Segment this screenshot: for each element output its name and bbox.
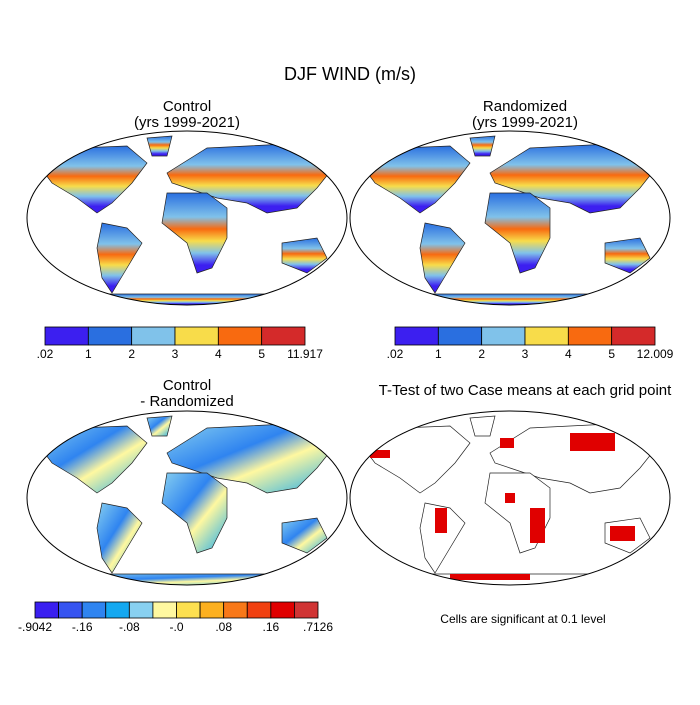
- panel-title: Randomized: [483, 98, 567, 115]
- colorbar-label: -.08: [119, 620, 140, 634]
- colorbar-swatch: [217, 326, 263, 346]
- colorbar-swatch: [105, 601, 130, 619]
- colorbar-swatch: [58, 601, 83, 619]
- map-frame: [349, 410, 671, 586]
- map-frame: [26, 130, 348, 306]
- colorbar-swatch: [44, 326, 89, 346]
- colorbar-label: 5: [258, 347, 265, 361]
- colorbar-label: 11.917: [287, 347, 323, 361]
- map-frame: [349, 130, 671, 306]
- colorbar-label: .7126: [303, 620, 333, 634]
- panel-title: T-Test of two Case means at each grid po…: [379, 382, 672, 399]
- panel-note: Cells are significant at 0.1 level: [440, 612, 605, 626]
- colorbar-label: 4: [565, 347, 572, 361]
- colorbar-swatch: [270, 601, 295, 619]
- colorbar-swatch: [524, 326, 569, 346]
- land: [36, 135, 338, 305]
- colorbar-swatch: [437, 326, 483, 346]
- panel-subtitle: - Randomized: [140, 393, 233, 410]
- colorbar-swatch: [87, 326, 133, 346]
- map-panel: [349, 410, 671, 586]
- panel-title: Control: [163, 377, 211, 394]
- colorbar-label: 2: [478, 347, 485, 361]
- colorbar-label: 3: [172, 347, 179, 361]
- colorbar-label: -.16: [72, 620, 93, 634]
- map-panel: [349, 130, 671, 306]
- colorbar-swatch: [246, 601, 272, 619]
- colorbar-label: .02: [37, 347, 54, 361]
- colorbar-label: -.9042: [18, 620, 52, 634]
- map-panel: [26, 130, 348, 306]
- colorbar-swatch: [128, 601, 154, 619]
- colorbar-swatch: [152, 601, 177, 619]
- colorbar-label: 12.009: [637, 347, 674, 361]
- colorbar-label: -.0: [169, 620, 183, 634]
- colorbar-swatch: [261, 326, 306, 346]
- colorbar-label: .02: [387, 347, 404, 361]
- colorbar-label: 1: [435, 347, 442, 361]
- colorbar-swatch: [34, 601, 59, 619]
- colorbar-label: 3: [522, 347, 529, 361]
- panel-subtitle: (yrs 1999-2021): [134, 114, 240, 131]
- colorbar-label: 2: [128, 347, 135, 361]
- colorbar-swatch: [567, 326, 613, 346]
- colorbar-label: 4: [215, 347, 222, 361]
- colorbar-label: .16: [262, 620, 279, 634]
- colorbar-swatch: [199, 601, 225, 619]
- colorbar-swatch: [131, 326, 176, 346]
- colorbar-swatch: [481, 326, 526, 346]
- panel-title: Control: [163, 98, 211, 115]
- colorbar-label: .08: [215, 620, 232, 634]
- colorbar-swatch: [611, 326, 656, 346]
- panel-subtitle: (yrs 1999-2021): [472, 114, 578, 131]
- colorbar-swatch: [394, 326, 439, 346]
- colorbar-label: 1: [85, 347, 92, 361]
- land: [359, 135, 661, 305]
- significant-cells: [370, 433, 635, 580]
- colorbar-swatch: [174, 326, 219, 346]
- colorbar-swatch: [223, 601, 248, 619]
- figure-title: DJF WIND (m/s): [284, 64, 416, 84]
- colorbar-swatch: [294, 601, 319, 619]
- map-frame: [26, 410, 348, 586]
- colorbar-label: 5: [608, 347, 615, 361]
- map-panel: [26, 410, 348, 586]
- colorbar-swatch: [81, 601, 107, 619]
- colorbar-swatch: [176, 601, 201, 619]
- land: [36, 415, 338, 585]
